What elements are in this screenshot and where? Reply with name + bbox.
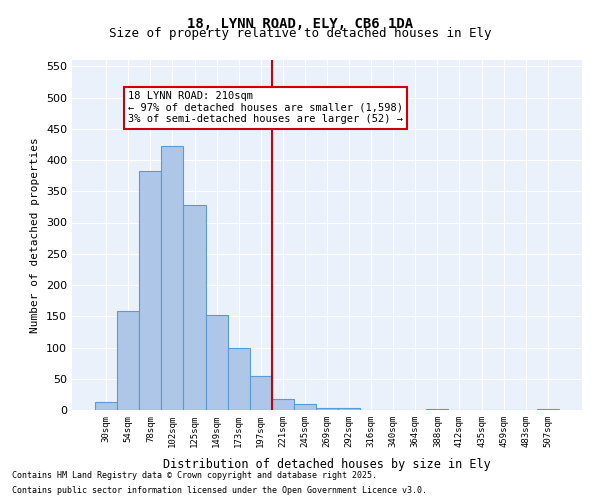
Text: 18, LYNN ROAD, ELY, CB6 1DA: 18, LYNN ROAD, ELY, CB6 1DA — [187, 18, 413, 32]
Bar — [206, 315, 227, 410]
Text: Contains public sector information licensed under the Open Government Licence v3: Contains public sector information licen… — [12, 486, 427, 495]
Text: 18 LYNN ROAD: 210sqm
← 97% of detached houses are smaller (1,598)
3% of semi-det: 18 LYNN ROAD: 210sqm ← 97% of detached h… — [128, 92, 403, 124]
Text: Contains HM Land Registry data © Crown copyright and database right 2025.: Contains HM Land Registry data © Crown c… — [12, 471, 377, 480]
X-axis label: Distribution of detached houses by size in Ely: Distribution of detached houses by size … — [163, 458, 491, 471]
Text: Size of property relative to detached houses in Ely: Size of property relative to detached ho… — [109, 28, 491, 40]
Y-axis label: Number of detached properties: Number of detached properties — [31, 137, 40, 333]
Bar — [338, 408, 360, 410]
Bar — [139, 170, 161, 410]
Bar — [294, 404, 316, 410]
Bar — [227, 348, 250, 410]
Bar — [316, 408, 338, 410]
Bar — [117, 311, 139, 410]
Bar — [250, 376, 272, 410]
Bar — [272, 399, 294, 410]
Bar — [184, 205, 206, 410]
Bar — [161, 146, 184, 410]
Bar — [95, 402, 117, 410]
